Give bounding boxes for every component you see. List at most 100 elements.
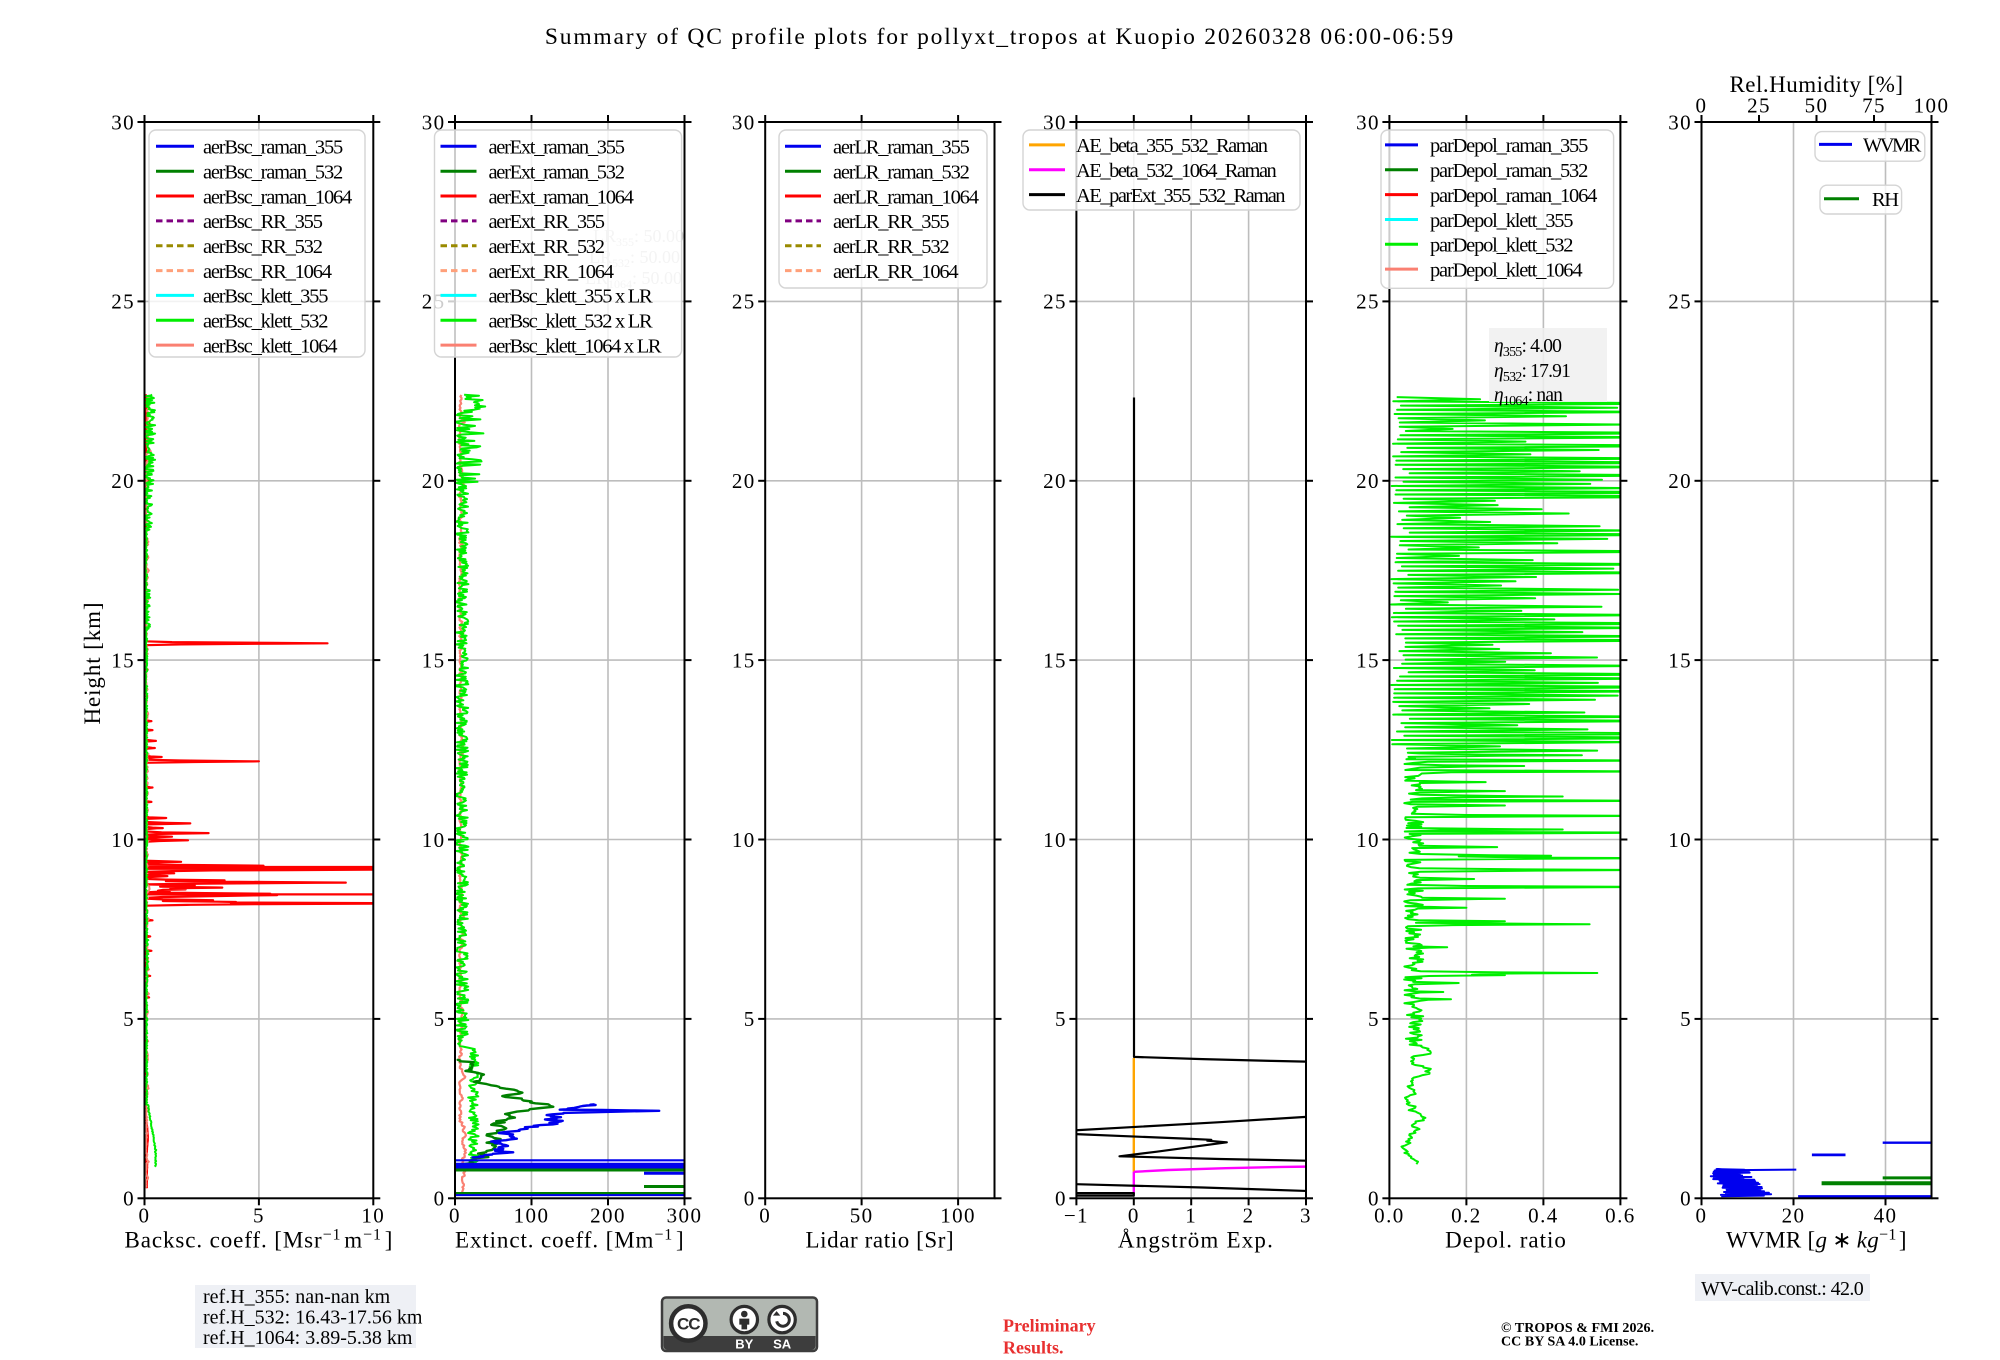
svg-text:aerExt_raman_1064: aerExt_raman_1064 [489,186,634,208]
svg-text:0: 0 [744,1187,756,1211]
svg-text:5: 5 [1368,1007,1380,1031]
svg-text:20: 20 [422,469,446,493]
svg-text:20: 20 [732,469,756,493]
svg-text:0: 0 [1128,1204,1140,1228]
svg-text:10: 10 [361,1204,385,1228]
svg-text:Summary of QC profile plots fo: Summary of QC profile plots for pollyxt_… [545,24,1455,50]
svg-text:0: 0 [1680,1187,1692,1211]
svg-text:20: 20 [1356,469,1380,493]
svg-text:Results.: Results. [1003,1338,1064,1358]
svg-text:Height [km]: Height [km] [80,602,105,725]
svg-text:parDepol_klett_355: parDepol_klett_355 [1430,210,1573,232]
svg-text:aerExt_RR_532: aerExt_RR_532 [489,236,605,258]
svg-text:AE_beta_355_532_Raman: AE_beta_355_532_Raman [1076,135,1268,157]
svg-text:aerLR_RR_1064: aerLR_RR_1064 [833,261,958,283]
svg-text:aerBsc_klett_1064: aerBsc_klett_1064 [203,335,337,357]
svg-text:ref.H_355: nan-nan km: ref.H_355: nan-nan km [203,1286,391,1308]
svg-text:ref.H_532: 16.43-17.56 km: ref.H_532: 16.43-17.56 km [203,1307,423,1329]
svg-text:25: 25 [111,290,135,314]
svg-text:0: 0 [139,1204,151,1228]
svg-text:40: 40 [1874,1204,1898,1228]
svg-text:parDepol_klett_1064: parDepol_klett_1064 [1430,259,1582,281]
svg-text:Rel.Humidity [%]: Rel.Humidity [%] [1729,72,1903,97]
svg-text:Ångström Exp.: Ångström Exp. [1118,1228,1274,1253]
svg-text:0: 0 [1368,1187,1380,1211]
svg-text:aerBsc_klett_355: aerBsc_klett_355 [203,286,328,308]
svg-text:50: 50 [1805,94,1829,118]
svg-text:0: 0 [1696,1204,1708,1228]
svg-text:parDepol_klett_532: parDepol_klett_532 [1430,235,1573,257]
svg-text:aerBsc_RR_355: aerBsc_RR_355 [203,211,323,233]
svg-text:CC BY SA 4.0 License.: CC BY SA 4.0 License. [1501,1335,1638,1350]
svg-text:aerExt_raman_355: aerExt_raman_355 [489,137,625,159]
svg-text:0.2: 0.2 [1451,1204,1481,1228]
svg-text:10: 10 [1668,828,1692,852]
svg-text:5: 5 [1055,1007,1067,1031]
svg-text:aerExt_RR_355: aerExt_RR_355 [489,211,605,233]
svg-text:0.4: 0.4 [1528,1204,1558,1228]
svg-text:50: 50 [850,1204,874,1228]
svg-text:25: 25 [1747,94,1771,118]
svg-text:10: 10 [1356,828,1380,852]
svg-text:aerLR_raman_355: aerLR_raman_355 [833,137,970,159]
svg-text:AE_parExt_355_532_Raman: AE_parExt_355_532_Raman [1076,185,1285,207]
svg-text:aerExt_raman_532: aerExt_raman_532 [489,162,625,184]
svg-text:15: 15 [111,648,135,672]
svg-text:η532: 17.91: η532: 17.91 [1494,361,1570,385]
svg-text:aerBsc_RR_1064: aerBsc_RR_1064 [203,261,332,283]
svg-text:30: 30 [111,110,135,134]
svg-text:aerExt_RR_1064: aerExt_RR_1064 [489,261,614,283]
svg-text:η355: 4.00: η355: 4.00 [1494,336,1561,360]
svg-text:30: 30 [1043,110,1067,134]
svg-text:5: 5 [744,1007,756,1031]
svg-text:Extinct. coeff. [Mm−1 ]: Extinct. coeff. [Mm−1 ] [455,1227,685,1253]
svg-text:15: 15 [422,648,446,672]
svg-text:100: 100 [940,1204,976,1228]
svg-text:10: 10 [422,828,446,852]
svg-text:0: 0 [1055,1187,1067,1211]
svg-text:0: 0 [449,1204,461,1228]
svg-text:aerBsc_RR_532: aerBsc_RR_532 [203,236,323,258]
svg-text:30: 30 [1356,110,1380,134]
svg-text:5: 5 [434,1007,446,1031]
svg-text:WVMR [g ∗ kg−1 ]: WVMR [g ∗ kg−1 ] [1726,1227,1907,1253]
svg-text:BY: BY [735,1337,753,1352]
svg-text:0: 0 [759,1204,771,1228]
svg-text:parDepol_raman_355: parDepol_raman_355 [1430,135,1588,157]
svg-text:30: 30 [732,110,756,134]
svg-text:2: 2 [1243,1204,1255,1228]
svg-text:0: 0 [1696,94,1708,118]
svg-text:30: 30 [1668,110,1692,134]
svg-text:aerBsc_klett_355 x LR: aerBsc_klett_355 x LR [489,286,653,308]
svg-text:AE_beta_532_1064_Raman: AE_beta_532_1064_Raman [1076,160,1277,182]
svg-text:5: 5 [1680,1007,1692,1031]
svg-text:aerBsc_raman_532: aerBsc_raman_532 [203,162,343,184]
svg-text:3: 3 [1300,1204,1312,1228]
svg-text:aerLR_RR_355: aerLR_RR_355 [833,211,949,233]
svg-text:aerBsc_klett_532: aerBsc_klett_532 [203,311,328,333]
svg-text:200: 200 [590,1204,626,1228]
svg-text:5: 5 [253,1204,265,1228]
svg-text:Preliminary: Preliminary [1003,1316,1096,1336]
svg-text:15: 15 [1668,648,1692,672]
svg-text:© TROPOS & FMI 2026.: © TROPOS & FMI 2026. [1501,1321,1654,1336]
svg-text:10: 10 [111,828,135,852]
svg-text:25: 25 [1356,290,1380,314]
svg-text:RH: RH [1872,189,1899,211]
svg-text:aerBsc_raman_1064: aerBsc_raman_1064 [203,186,352,208]
svg-text:20: 20 [1782,1204,1806,1228]
svg-text:0: 0 [123,1187,135,1211]
svg-text:100: 100 [1914,94,1950,118]
svg-text:25: 25 [1668,290,1692,314]
svg-text:0: 0 [434,1187,446,1211]
svg-text:Lidar ratio [Sr]: Lidar ratio [Sr] [805,1228,954,1253]
svg-text:300: 300 [667,1204,703,1228]
svg-text:100: 100 [514,1204,550,1228]
svg-text:1: 1 [1185,1204,1197,1228]
svg-text:15: 15 [732,648,756,672]
svg-text:η1064: nan: η1064: nan [1494,385,1563,409]
svg-text:30: 30 [422,110,446,134]
svg-text:parDepol_raman_532: parDepol_raman_532 [1430,160,1588,182]
svg-text:SA: SA [773,1337,792,1352]
svg-text:10: 10 [732,828,756,852]
